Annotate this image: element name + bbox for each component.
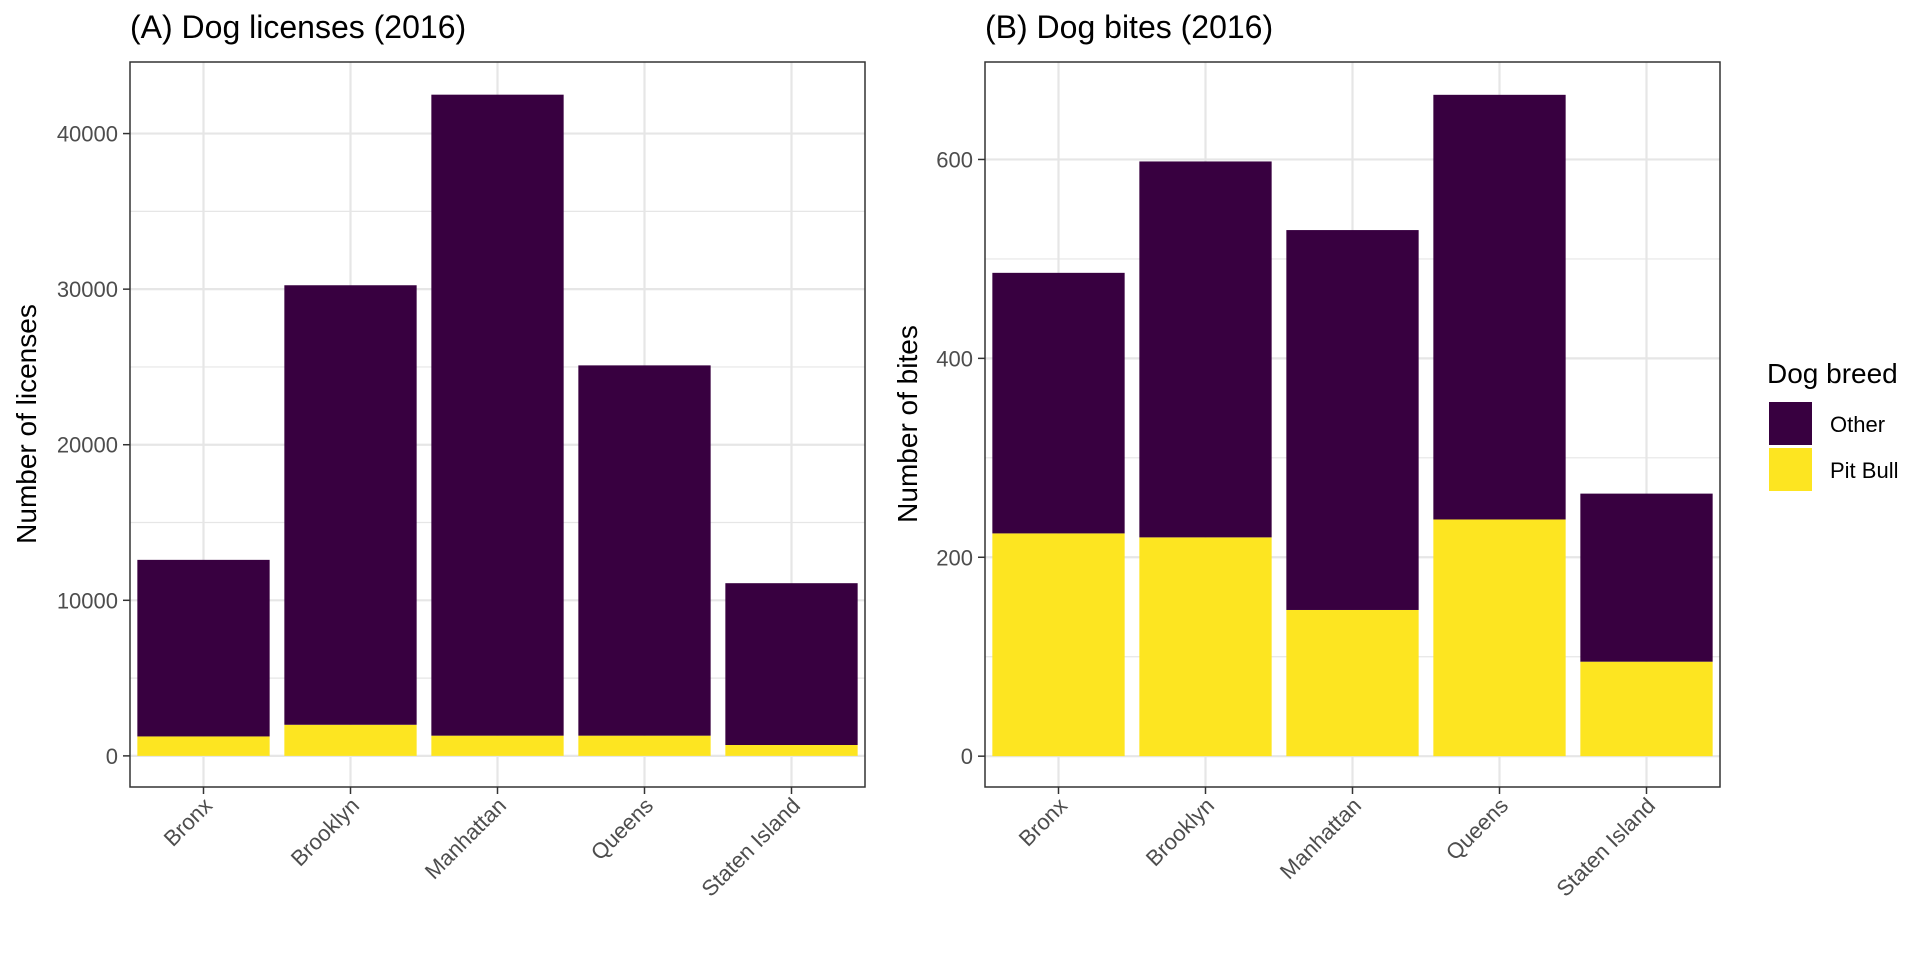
panel-b-bar-bronx-pit-bull — [992, 533, 1125, 757]
panel-b-x-tick-label: Staten Island — [1552, 793, 1660, 901]
panel-b-x-tick-label: Queens — [1441, 793, 1513, 865]
panel-b-x-tick-label: Bronx — [1014, 793, 1072, 851]
panel-a-bars — [137, 94, 858, 756]
panel-a-bar-bronx-other — [137, 559, 270, 737]
legend-label-other: Other — [1830, 412, 1885, 437]
panel-a-bar-staten-island-other — [725, 583, 858, 745]
panel-a-bar-staten-island-pit-bull — [725, 744, 858, 756]
legend-swatch-pit-bull — [1769, 448, 1812, 491]
panel-a-x-tick-label: Manhattan — [420, 793, 511, 884]
panel-a-x-tick-label: Staten Island — [697, 793, 805, 901]
panel-a-bar-bronx-pit-bull — [137, 736, 270, 756]
panel-b-title: (B) Dog bites (2016) — [985, 9, 1273, 45]
panel-a-y-axis-label: Number of licenses — [11, 304, 42, 544]
panel-b-bar-brooklyn-pit-bull — [1139, 537, 1272, 757]
panel-b-y-axis-label: Number of bites — [892, 325, 923, 523]
panel-a-bar-brooklyn-other — [284, 285, 417, 725]
panel-a-x-axis: Bronx Brooklyn Manhattan Queens Staten Islan… — [159, 787, 805, 901]
panel-b-bar-bronx-other — [992, 272, 1125, 534]
panel-a-y-tick-label: 10000 — [57, 588, 118, 613]
panel-b-bar-brooklyn-other — [1139, 161, 1272, 538]
legend-title: Dog breed — [1767, 358, 1898, 389]
panel-a-x-tick-label: Queens — [586, 793, 658, 865]
panel-a-title: (A) Dog licenses (2016) — [130, 9, 466, 45]
panel-a-bar-queens-pit-bull — [578, 735, 711, 756]
panel-a-x-tick-label: Bronx — [159, 793, 217, 851]
panel-b-y-tick-label: 0 — [961, 744, 973, 769]
panel-a-licenses: (A) Dog licenses (2016) Number of licens… — [11, 9, 866, 901]
panel-b-bar-manhattan-other — [1286, 230, 1419, 610]
panel-b-bar-staten-island-other — [1580, 493, 1713, 662]
panel-b-bar-queens-pit-bull — [1433, 519, 1566, 757]
panel-b-x-tick-label: Brooklyn — [1141, 793, 1219, 871]
legend-swatch-other — [1769, 402, 1812, 445]
panel-a-y-tick-label: 20000 — [57, 433, 118, 458]
panel-b-bar-staten-island-pit-bull — [1580, 661, 1713, 757]
panel-a-x-tick-label: Brooklyn — [286, 793, 364, 871]
panel-a-bar-brooklyn-pit-bull — [284, 724, 417, 756]
panel-a-y-tick-label: 40000 — [57, 122, 118, 147]
panel-a-bar-queens-other — [578, 365, 711, 736]
legend: Dog breed Other Pit Bull — [1767, 358, 1898, 491]
panel-b-x-tick-label: Manhattan — [1275, 793, 1366, 884]
panel-b-x-axis: Bronx Brooklyn Manhattan Queens Staten Islan… — [1014, 787, 1660, 901]
panel-b-bars — [992, 94, 1713, 757]
panel-a-y-axis: 0 10000 20000 30000 40000 — [57, 122, 130, 769]
legend-label-pit-bull: Pit Bull — [1830, 458, 1898, 483]
panel-b-y-tick-label: 600 — [936, 147, 973, 172]
panel-a-y-tick-label: 0 — [106, 744, 118, 769]
panel-b-y-tick-label: 200 — [936, 545, 973, 570]
panel-a-y-tick-label: 30000 — [57, 277, 118, 302]
panel-b-y-axis: 0 200 400 600 — [936, 147, 985, 769]
panel-a-bar-manhattan-pit-bull — [431, 735, 564, 756]
panel-b-y-tick-label: 400 — [936, 346, 973, 371]
panel-b-bar-manhattan-pit-bull — [1286, 609, 1419, 757]
panel-b-bar-queens-other — [1433, 94, 1566, 520]
panel-b-bites: (B) Dog bites (2016) Number of bites 0 20… — [892, 9, 1721, 901]
panel-a-bar-manhattan-other — [431, 94, 564, 736]
